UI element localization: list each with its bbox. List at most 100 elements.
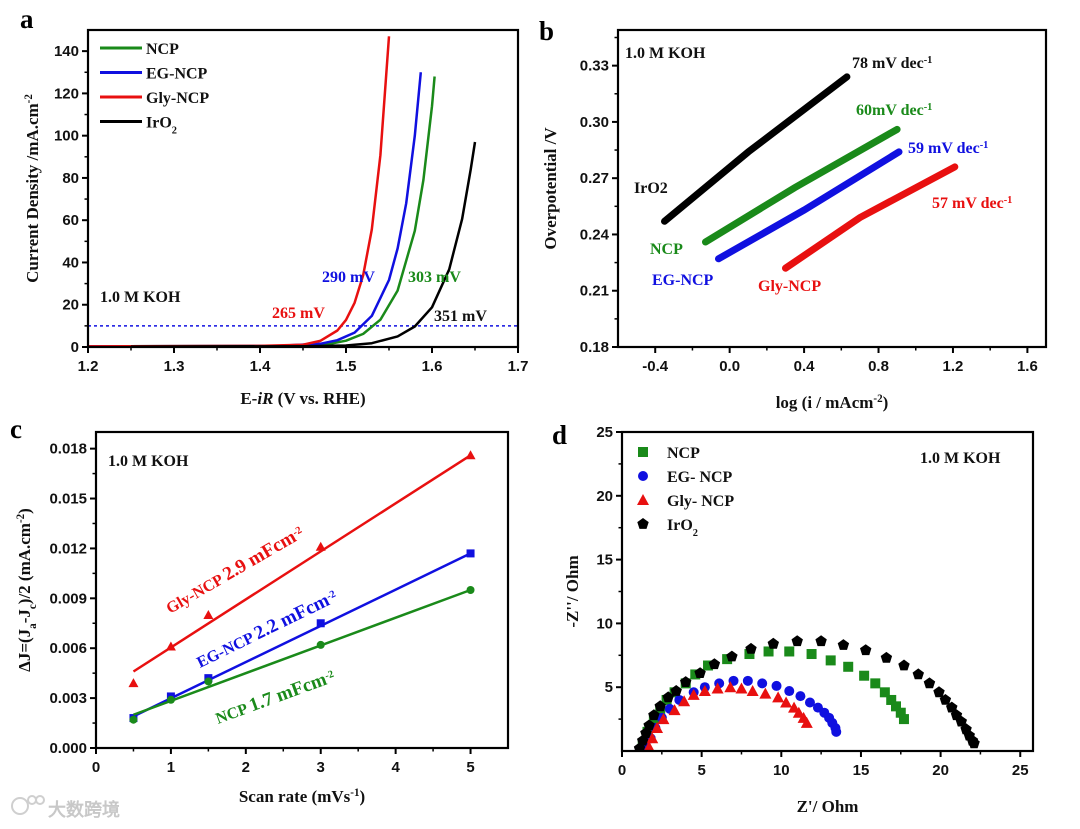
- annotation: NCP 1.7 mFcm-2: [213, 666, 338, 729]
- text-segment: (V vs. RHE): [273, 389, 365, 408]
- x-axis-label: Z'/ Ohm: [797, 797, 859, 816]
- text-segment: Scan rate (mVs: [239, 787, 351, 806]
- data-point-circle: [638, 471, 648, 481]
- data-point-circle: [784, 686, 795, 697]
- data-point-square: [784, 646, 795, 657]
- legend-item-gly-ncp: Gly-NCP: [100, 90, 209, 107]
- data-point-square: [843, 661, 854, 672]
- data-point-square: [703, 660, 714, 671]
- legend-item-eg-ncp: EG-NCP: [100, 66, 208, 83]
- data-point-circle: [771, 680, 782, 691]
- text-segment: -2: [873, 393, 883, 405]
- y-axis-label: ΔJ=(Ja-Jc)/2 (mA.cm-2): [15, 508, 39, 672]
- series-gly-ncp: [643, 681, 813, 751]
- text-segment: NCP: [214, 699, 254, 727]
- text-segment: 1.0 M KOH: [108, 453, 189, 470]
- text-segment: 290 mV: [322, 269, 375, 286]
- data-point-pentagon: [767, 637, 779, 649]
- x-tick-label: 1.5: [336, 358, 357, 375]
- text-segment: -1: [924, 55, 933, 66]
- data-point-square: [722, 654, 733, 665]
- y-tick-label: 0.015: [49, 491, 87, 508]
- x-tick-label: 5: [697, 762, 705, 779]
- text-segment: a: [27, 623, 39, 629]
- annotation: 1.0 M KOH: [920, 450, 1001, 467]
- plot-area: [661, 73, 959, 272]
- text-segment: 60mV dec: [856, 102, 924, 119]
- annotation: NCP: [650, 241, 683, 258]
- data-point-circle: [129, 715, 138, 724]
- text-segment: IrO: [667, 517, 693, 534]
- data-point-triangle: [746, 685, 759, 697]
- text-segment: IrO: [146, 115, 172, 132]
- annotation: EG-NCP 2.2 mFcm-2: [193, 586, 341, 672]
- data-point-triangle: [643, 741, 655, 751]
- text-segment: iR: [257, 389, 273, 408]
- data-point-triangle: [165, 641, 176, 651]
- x-tick-label: 1.3: [164, 358, 185, 375]
- text-segment: c: [27, 604, 39, 609]
- text-segment: NCP: [146, 41, 179, 58]
- data-point-circle: [742, 675, 753, 686]
- text-segment: ): [15, 508, 34, 514]
- text-segment: Gly- NCP: [667, 493, 734, 510]
- text-segment: 78 mV dec: [852, 55, 924, 72]
- legend-label: IrO2: [146, 115, 177, 137]
- y-tick-label: 0.24: [580, 226, 610, 243]
- x-tick-label: 1.2: [78, 358, 99, 375]
- y-axis-label: -Z''/ Ohm: [563, 555, 582, 627]
- data-point-pentagon: [860, 644, 872, 656]
- x-tick-label: 0.4: [794, 358, 816, 375]
- data-point-pentagon: [968, 737, 980, 749]
- y-tick-label: 100: [54, 128, 79, 145]
- text-segment: EG-NCP: [194, 628, 259, 672]
- data-point-square: [895, 707, 906, 718]
- x-axis-label: Scan rate (mVs-1): [239, 787, 365, 806]
- legend-label: Gly- NCP: [667, 493, 734, 510]
- y-tick-label: 0.18: [580, 339, 609, 356]
- x-tick-label: 20: [932, 762, 949, 779]
- legend-label: IrO2: [667, 517, 698, 539]
- data-point-triangle: [759, 687, 772, 699]
- text-segment: Gly-NCP: [146, 90, 209, 107]
- annotation: 60mV dec-1: [856, 102, 932, 120]
- x-tick-label: 0.8: [868, 358, 889, 375]
- y-tick-label: 40: [62, 254, 79, 271]
- text-segment: 2: [693, 528, 698, 539]
- text-segment: Overpotential /V: [541, 127, 560, 250]
- y-tick-label: 120: [54, 85, 79, 102]
- y-tick-label: 0.006: [49, 640, 87, 657]
- data-point-square: [690, 669, 701, 680]
- data-point-square: [744, 649, 755, 660]
- tafel-line-gly-ncp: [782, 163, 959, 272]
- legend-label: Gly-NCP: [146, 90, 209, 107]
- legend-item-iro2: IrO2: [637, 517, 698, 539]
- plot-area: [633, 635, 980, 751]
- x-axis-label: E-iR (V vs. RHE): [240, 389, 365, 408]
- data-point-triangle: [203, 609, 214, 619]
- data-point-pentagon: [939, 694, 952, 705]
- data-point-square: [859, 670, 870, 681]
- plot-frame: [94, 430, 510, 750]
- y-tick-label: 80: [62, 170, 79, 187]
- data-point-pentagon: [654, 700, 666, 712]
- x-tick-label: 5: [466, 759, 474, 776]
- data-point-circle: [757, 678, 768, 689]
- text-segment: -1: [350, 787, 359, 799]
- data-point-pentagon: [670, 685, 682, 696]
- annotation: 303 mV: [408, 269, 461, 286]
- data-point-square: [898, 714, 909, 725]
- y-axis-label: Current Density /mA.cm-2: [23, 94, 42, 283]
- y-tick-label: 0.33: [580, 58, 609, 75]
- annotation: Gly-NCP 2.9 mFcm-2: [162, 522, 307, 618]
- text-segment: EG- NCP: [667, 469, 733, 486]
- x-tick-label: 25: [1012, 762, 1029, 779]
- text-segment: -2: [23, 94, 35, 104]
- data-point-square: [763, 646, 774, 657]
- annotation: 1.0 M KOH: [100, 289, 181, 306]
- text-segment: )/2 (mA.cm: [15, 523, 34, 604]
- plot-frame: [86, 28, 520, 349]
- text-segment: 2: [172, 125, 177, 136]
- y-tick-label: 140: [54, 43, 79, 60]
